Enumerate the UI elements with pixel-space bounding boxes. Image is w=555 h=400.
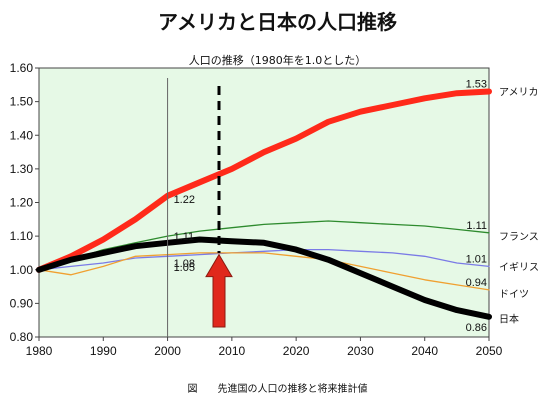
y-tick-label: 0.90 bbox=[10, 296, 34, 310]
series-line-4 bbox=[38, 252, 490, 291]
y-tick-label: 0.80 bbox=[10, 330, 34, 344]
series-line-1 bbox=[36, 88, 492, 273]
plot-area bbox=[38, 67, 490, 338]
y-tick-label: 1.30 bbox=[10, 162, 34, 176]
x-tick-label: 2030 bbox=[347, 344, 374, 358]
x-tick-label: 2040 bbox=[411, 344, 438, 358]
x-tick-label: 2010 bbox=[219, 344, 246, 358]
x-tick-label: 1990 bbox=[90, 344, 117, 358]
value-label-2050: 1.11 bbox=[466, 220, 487, 232]
x-tick-label: 1980 bbox=[26, 344, 53, 358]
value-label-2050: 0.86 bbox=[466, 322, 487, 334]
figure-caption: 図 先進国の人口の推移と将来推計値 bbox=[187, 384, 368, 395]
y-tick-label: 1.60 bbox=[10, 61, 34, 75]
chart-subtitle: 人口の推移（1980年を1.0とした） bbox=[188, 54, 367, 67]
y-tick-label: 1.50 bbox=[10, 95, 34, 109]
y-tick-label: 1.00 bbox=[10, 263, 34, 277]
series-line-3 bbox=[38, 248, 490, 271]
y-tick-label: 1.20 bbox=[10, 196, 34, 210]
value-label-2050: 1.01 bbox=[466, 253, 487, 265]
series-name-label: ドイツ bbox=[499, 289, 529, 300]
y-tick-label: 1.10 bbox=[10, 229, 34, 243]
series-name-label: フランス bbox=[499, 231, 539, 243]
value-label-2050: 0.94 bbox=[466, 277, 487, 289]
value-label-2000: 1.05 bbox=[174, 262, 195, 274]
value-label-2000: 1.22 bbox=[174, 194, 195, 206]
x-tick-label: 2000 bbox=[154, 344, 181, 358]
value-label-2000: 1.08 bbox=[174, 258, 195, 270]
series-name-label: 日本 bbox=[499, 313, 519, 326]
series-line-2 bbox=[38, 220, 490, 271]
series-name-label: アメリカ bbox=[499, 87, 539, 99]
value-label-2050: 1.53 bbox=[466, 79, 487, 91]
x-tick-label: 2050 bbox=[476, 344, 503, 358]
series-line-5 bbox=[36, 236, 492, 320]
value-label-2000: 1.11 bbox=[174, 231, 195, 243]
chart-title: アメリカと日本の人口推移 bbox=[158, 10, 397, 34]
x-tick-label: 2020 bbox=[283, 344, 310, 358]
series-name-label: イギリス bbox=[499, 261, 539, 273]
y-tick-label: 1.40 bbox=[10, 128, 34, 142]
red-up-arrow bbox=[205, 253, 233, 328]
